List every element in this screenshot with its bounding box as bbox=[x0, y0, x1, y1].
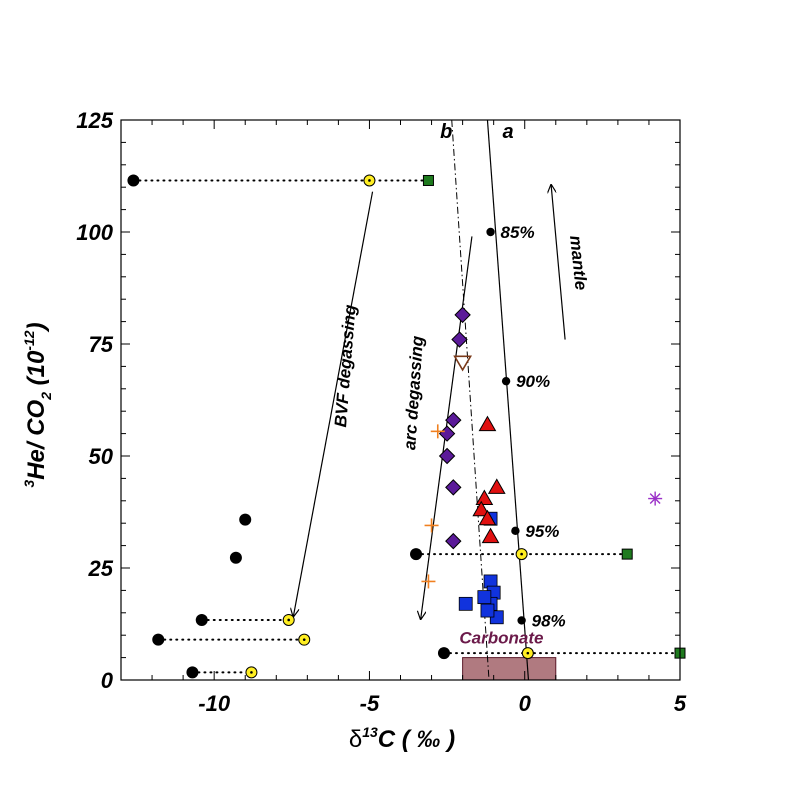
blue-square bbox=[477, 590, 492, 605]
arc-degassing-label: arc degassing bbox=[400, 335, 427, 451]
mixing-point bbox=[501, 376, 511, 386]
purple-diamond bbox=[438, 425, 456, 442]
purple-diamond bbox=[451, 331, 468, 348]
x-title-close: ) bbox=[440, 726, 455, 753]
red-triangle bbox=[487, 478, 506, 494]
black-point bbox=[195, 613, 208, 626]
y-tick-label: 100 bbox=[76, 220, 113, 245]
yellow-point-center bbox=[526, 651, 530, 655]
x-tick-label: 0 bbox=[519, 691, 532, 716]
y-tick-label: 50 bbox=[89, 444, 114, 469]
mixing-line-b-label: b bbox=[440, 121, 452, 143]
y-title-close: ) bbox=[23, 322, 50, 333]
carbonate-label: Carbonate bbox=[459, 628, 543, 647]
mixing-point bbox=[486, 227, 495, 237]
blue-square bbox=[480, 603, 495, 618]
black-point bbox=[437, 647, 450, 660]
y-title-sup2: -12 bbox=[21, 330, 37, 350]
mixing-line-a-label: a bbox=[503, 121, 514, 143]
purple-diamond bbox=[454, 306, 471, 324]
y-title-sup1: 3 bbox=[21, 480, 37, 488]
y-title-main2: (10 bbox=[23, 350, 50, 392]
yellow-point-center bbox=[250, 671, 253, 674]
purple-diamond bbox=[445, 479, 462, 496]
mixing-point bbox=[517, 616, 526, 625]
mantle-arrow bbox=[551, 185, 566, 340]
x-tick-label: 5 bbox=[674, 691, 687, 716]
bvf-degassing-label: BVF degassing bbox=[331, 303, 360, 428]
x-title-delta: δ bbox=[349, 726, 362, 753]
yellow-point-center bbox=[287, 618, 291, 622]
red-triangle bbox=[472, 500, 491, 517]
red-triangle bbox=[478, 509, 497, 526]
black-point bbox=[127, 174, 140, 187]
green-square bbox=[422, 174, 434, 186]
x-axis-title: δ13C ( ‰ ) bbox=[349, 724, 455, 753]
x-title-main: C ( bbox=[378, 726, 417, 753]
x-title-sup: 13 bbox=[362, 724, 378, 740]
yellow-point-center bbox=[302, 638, 306, 641]
mixing-percent-label: 95% bbox=[525, 522, 559, 541]
y-tick-label: 0 bbox=[101, 668, 114, 693]
mixing-line-a bbox=[486, 119, 530, 681]
brown-triangle bbox=[453, 355, 473, 372]
black-point bbox=[186, 666, 199, 679]
black-point bbox=[239, 513, 252, 526]
mixing-percent-label: 90% bbox=[516, 372, 550, 391]
red-triangle bbox=[481, 527, 500, 544]
mixing-percent-label: 98% bbox=[532, 611, 566, 630]
plot-frame bbox=[120, 119, 681, 681]
yellow-point-center bbox=[368, 179, 371, 182]
y-title-main1: He/ CO bbox=[23, 399, 50, 479]
black-point bbox=[410, 548, 423, 561]
y-tick-label: 75 bbox=[89, 332, 114, 357]
bvf-arrow bbox=[293, 191, 374, 617]
green-square bbox=[621, 548, 633, 560]
x-tick-label: -5 bbox=[360, 691, 380, 716]
x-title-unit: ‰ bbox=[416, 726, 440, 753]
mixing-line-b bbox=[451, 119, 490, 681]
purple-diamond bbox=[445, 411, 462, 429]
carbonate-box bbox=[462, 657, 557, 681]
blue-square bbox=[458, 596, 473, 611]
y-title-sub: 2 bbox=[38, 392, 54, 401]
mixing-percent-label: 85% bbox=[501, 223, 535, 242]
purple-diamond bbox=[438, 447, 456, 465]
star-stroke bbox=[649, 493, 661, 505]
yellow-point-center bbox=[520, 552, 523, 556]
red-triangle bbox=[475, 489, 494, 506]
mixing-point bbox=[511, 526, 520, 536]
black-point bbox=[152, 633, 165, 646]
mantle-label: mantle bbox=[566, 235, 591, 291]
y-axis-title: 3He/ CO2 (10-12) bbox=[21, 322, 54, 487]
y-tick-label: 25 bbox=[88, 556, 114, 581]
x-tick-label: -10 bbox=[198, 691, 231, 716]
purple-diamond bbox=[445, 532, 462, 550]
black-point bbox=[229, 551, 242, 564]
red-triangle bbox=[478, 415, 497, 432]
y-tick-label: 125 bbox=[76, 108, 113, 133]
